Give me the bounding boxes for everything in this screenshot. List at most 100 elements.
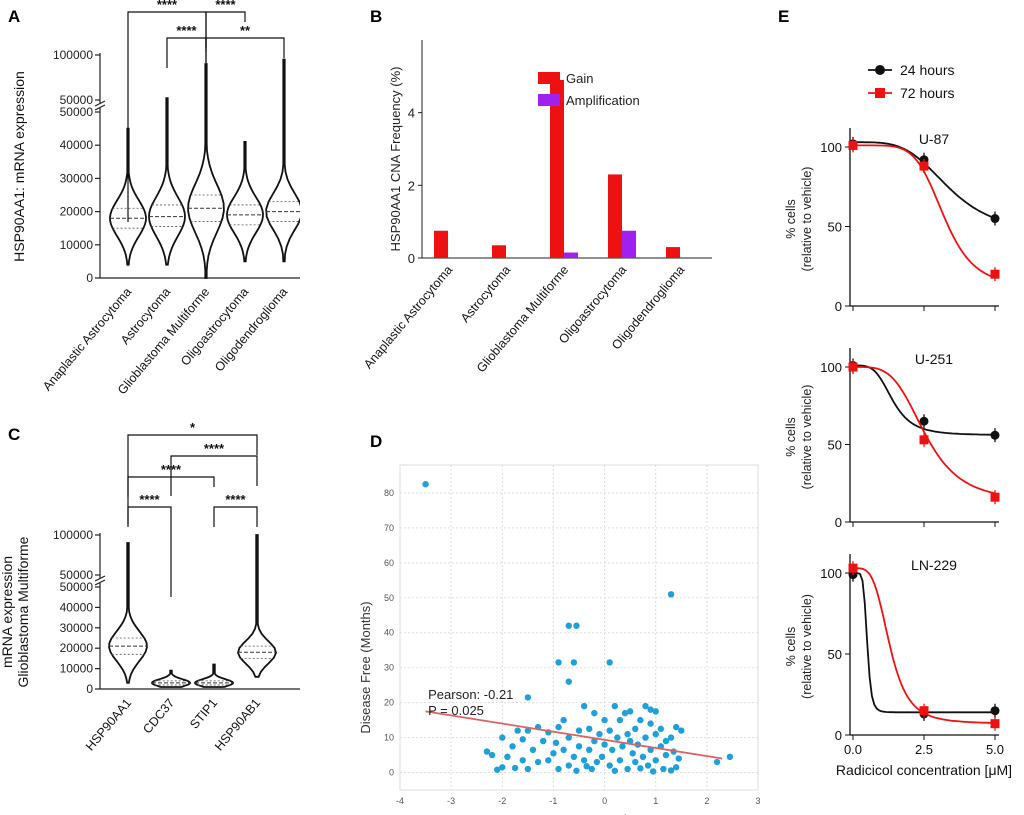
scatter-point-52 bbox=[619, 743, 626, 750]
y-tick-label: 50000 bbox=[60, 105, 94, 119]
pearson-annotation: Pearson: -0.21 bbox=[428, 687, 513, 702]
y-tick-label: 30000 bbox=[60, 621, 94, 635]
significance-bracket bbox=[127, 506, 172, 597]
scatter-point-13 bbox=[626, 708, 634, 715]
scatter-point-97 bbox=[667, 767, 675, 774]
significance-label: **** bbox=[215, 0, 236, 12]
fit-curve-24-hours bbox=[852, 364, 996, 436]
bar-amplification-2 bbox=[564, 252, 578, 258]
y-tick-label: 50000 bbox=[60, 568, 94, 582]
bar-gain-0 bbox=[434, 230, 448, 258]
scatter-point-29 bbox=[524, 727, 532, 734]
scatter-point-22 bbox=[672, 723, 680, 731]
scatter-point-2 bbox=[565, 622, 572, 629]
y-axis-label-2: Glioblastoma Multiforme bbox=[15, 536, 31, 687]
y-tick-label: 20000 bbox=[60, 205, 94, 219]
scatter-point-45 bbox=[626, 737, 634, 745]
x-tick-label: CDC37 bbox=[140, 696, 177, 736]
y-tick-label: 0 bbox=[835, 299, 842, 314]
scatter-point-54 bbox=[483, 748, 491, 755]
scatter-point-72 bbox=[580, 757, 588, 764]
axis-break-mark bbox=[94, 100, 106, 107]
subplot-title: U-87 bbox=[919, 131, 950, 147]
violin-3 bbox=[237, 534, 277, 678]
y-tick-label: 80 bbox=[384, 488, 394, 498]
significance-label: * bbox=[190, 420, 196, 435]
data-point-24h bbox=[990, 706, 1000, 716]
violin-2 bbox=[187, 63, 225, 279]
scatter-point-39 bbox=[614, 734, 621, 741]
scatter-point-70 bbox=[519, 757, 526, 764]
legend-marker bbox=[875, 88, 885, 98]
significance-bracket bbox=[127, 476, 215, 497]
scatter-point-67 bbox=[598, 753, 606, 761]
scatter-point-79 bbox=[632, 758, 639, 766]
scatter-point-87 bbox=[588, 765, 595, 773]
x-tick-label: 2.5 bbox=[915, 742, 933, 757]
scatter-point-76 bbox=[726, 753, 734, 761]
data-point-24h bbox=[990, 430, 1000, 440]
scatter-point-38 bbox=[565, 734, 572, 741]
scatter-point-69 bbox=[675, 755, 682, 762]
x-tick-label: Astrocytoma bbox=[458, 263, 513, 325]
scatter-point-7 bbox=[565, 678, 572, 685]
subplot-title: LN-229 bbox=[911, 557, 957, 573]
panel-label-a: A bbox=[8, 7, 20, 26]
y-tick-label: 20 bbox=[384, 698, 394, 708]
scatter-point-19 bbox=[616, 716, 624, 724]
violin-1 bbox=[148, 97, 186, 266]
scatter-point-55 bbox=[529, 746, 537, 754]
scatter-point-42 bbox=[519, 736, 526, 743]
x-axis-label: HSP90AA1: mRNA expression z-scores bbox=[464, 812, 694, 815]
scatter-point-37 bbox=[499, 734, 506, 741]
data-point-24h bbox=[990, 214, 1000, 224]
scatter-point-93 bbox=[649, 768, 657, 775]
significance-label: **** bbox=[161, 462, 182, 477]
y-tick-label: 50 bbox=[828, 438, 842, 453]
scatter-point-94 bbox=[511, 764, 519, 772]
y-axis-label: % cells bbox=[784, 199, 798, 239]
panel-d-scatter-chart: D-4-3-2-1012301020304050607080HSP90AA1: … bbox=[358, 432, 761, 815]
bar-amplification-3 bbox=[622, 230, 636, 258]
y-axis-label: HSP90AA1 CNA Frequency (%) bbox=[388, 67, 403, 252]
x-tick-label: -1 bbox=[549, 796, 557, 806]
y-tick-label: 40 bbox=[384, 628, 394, 638]
scatter-point-74 bbox=[652, 757, 659, 764]
significance-label: ** bbox=[240, 23, 251, 38]
axis-break-mark bbox=[94, 104, 106, 111]
violin-2 bbox=[194, 663, 234, 688]
scatter-point-1 bbox=[667, 591, 675, 598]
y-tick-label: 70 bbox=[384, 523, 394, 533]
scatter-point-78 bbox=[593, 758, 601, 766]
x-tick-label: 2 bbox=[704, 796, 709, 806]
scatter-point-90 bbox=[493, 766, 501, 773]
scatter-point-43 bbox=[540, 737, 547, 745]
scatter-point-25 bbox=[586, 725, 593, 733]
scatter-point-86 bbox=[555, 765, 562, 773]
scatter-point-15 bbox=[591, 709, 598, 717]
bar-gain-4 bbox=[666, 247, 680, 258]
y-axis-label: Disease Free (Months) bbox=[358, 601, 373, 733]
scatter-point-3 bbox=[573, 622, 580, 629]
y-axis-label: mRNA expression bbox=[0, 556, 15, 668]
scatter-point-12 bbox=[647, 706, 654, 713]
panel-label-c: C bbox=[8, 425, 20, 444]
y-tick-label: 100 bbox=[820, 566, 842, 581]
panel-label-e: E bbox=[778, 7, 789, 26]
legend-swatch bbox=[538, 94, 560, 106]
scatter-point-14 bbox=[652, 708, 659, 715]
data-point-24h bbox=[919, 416, 929, 426]
y-tick-label: 50 bbox=[828, 220, 842, 235]
scatter-point-47 bbox=[552, 739, 560, 747]
scatter-point-35 bbox=[624, 730, 631, 738]
x-tick-label: 0.0 bbox=[844, 742, 862, 757]
data-point-72h bbox=[848, 362, 858, 372]
y-tick-label: 30000 bbox=[60, 171, 94, 185]
bar-gain-1 bbox=[492, 245, 506, 258]
data-point-72h bbox=[990, 719, 1000, 729]
bar-gain-2 bbox=[550, 79, 564, 258]
scatter-point-65 bbox=[504, 753, 511, 761]
x-tick-label: 5.0 bbox=[986, 742, 1004, 757]
data-point-72h bbox=[919, 161, 929, 171]
